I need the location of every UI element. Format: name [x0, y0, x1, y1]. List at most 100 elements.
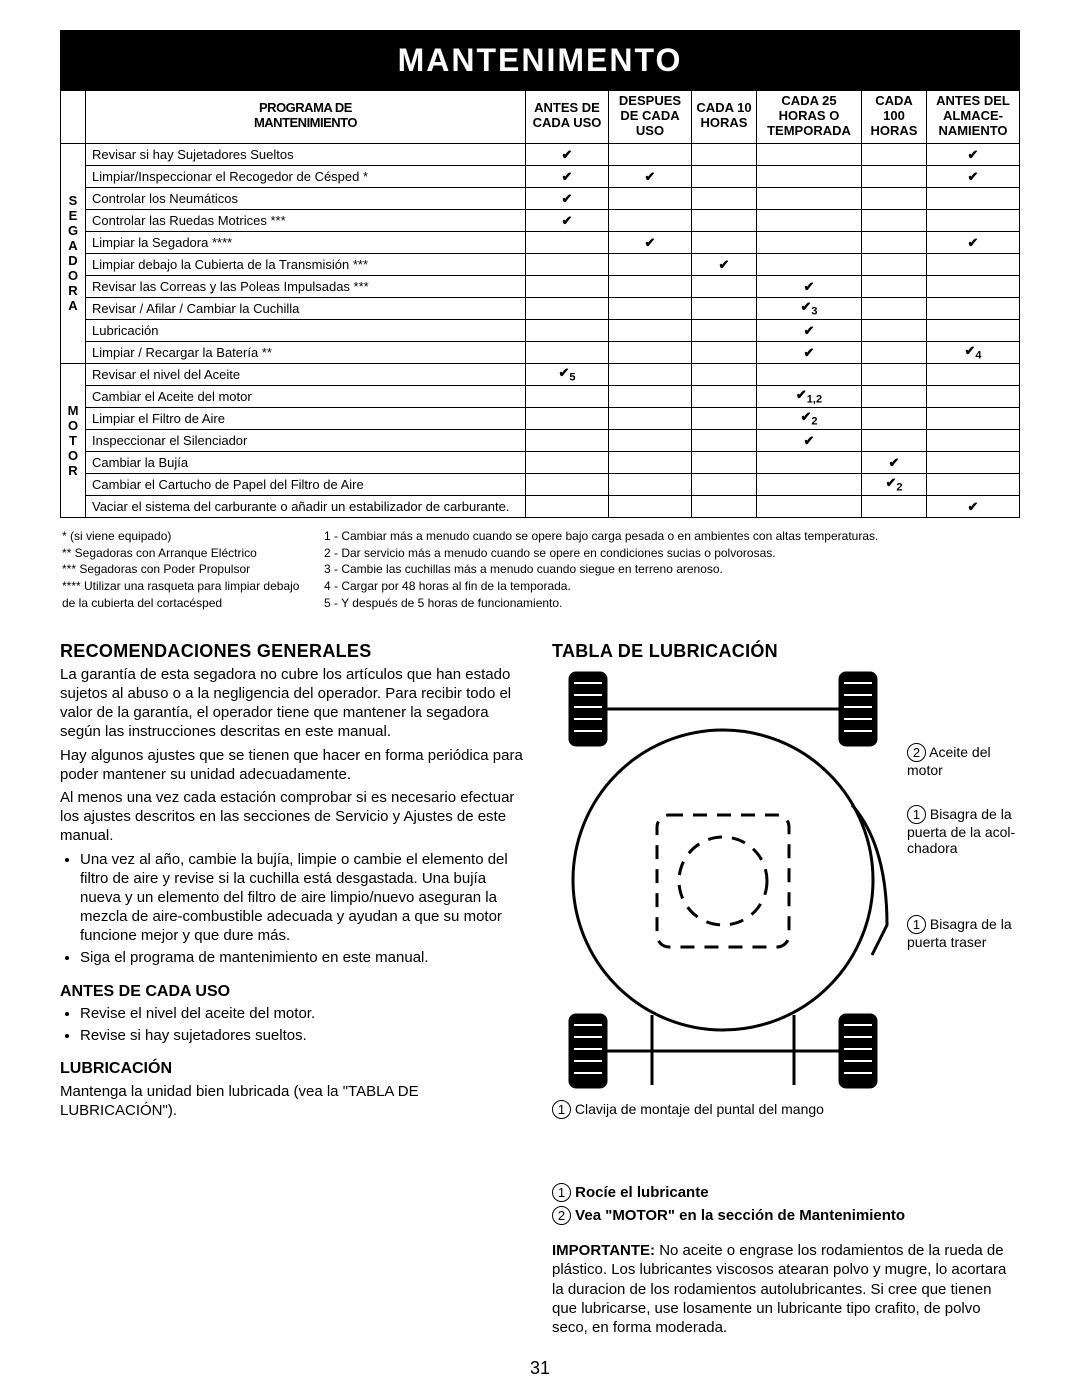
check-cell: ✔2	[862, 473, 927, 495]
check-cell: ✔2	[757, 407, 862, 429]
noteL3: **** Utilizar una rasqueta para limpiar …	[62, 578, 312, 612]
check-cell: ✔4	[927, 341, 1020, 363]
table-row: Lubricación	[86, 319, 526, 341]
check-cell	[862, 495, 927, 517]
check-cell	[609, 429, 692, 451]
table-row: Inspeccionar el Silenciador	[86, 429, 526, 451]
check-cell	[862, 429, 927, 451]
check-cell	[862, 341, 927, 363]
p1: La garantía de esta segadora no cubre lo…	[60, 665, 528, 742]
check-cell: ✔	[757, 319, 862, 341]
side-label-segadora: SEGADORA	[61, 143, 86, 363]
check-cell	[526, 297, 609, 319]
table-row: Controlar las Ruedas Motrices ***	[86, 209, 526, 231]
program-title-1: PROGRAMA DE	[259, 100, 352, 115]
check-cell	[609, 473, 692, 495]
lbl-clav: Clavija de montaje del puntal del mango	[575, 1101, 824, 1117]
h-recom: RECOMENDACIONES GENERALES	[60, 640, 528, 663]
check-cell	[526, 319, 609, 341]
check-cell	[927, 429, 1020, 451]
check-cell	[927, 407, 1020, 429]
check-cell	[526, 341, 609, 363]
check-cell	[609, 495, 692, 517]
maintenance-schedule-table: PROGRAMA DE MANTENIMIENTO ANTES DE CADA …	[60, 89, 1020, 518]
col-h1: DESPUES DE CADA USO	[609, 90, 692, 144]
check-cell	[757, 143, 862, 165]
check-cell	[757, 473, 862, 495]
check-cell: ✔	[927, 165, 1020, 187]
noteR3: 4 - Cargar por 48 horas al fin de la tem…	[324, 578, 878, 595]
check-cell: ✔	[862, 451, 927, 473]
side-label-motor: MOTOR	[61, 363, 86, 517]
check-cell: ✔	[927, 495, 1020, 517]
table-row: Revisar las Correas y las Poleas Impulsa…	[86, 275, 526, 297]
table-row: Controlar los Neumáticos	[86, 187, 526, 209]
program-title-2: MANTENIMIENTO	[254, 115, 357, 130]
check-cell	[609, 143, 692, 165]
a1: Revise el nivel del aceite del motor.	[80, 1004, 528, 1023]
check-cell	[526, 385, 609, 407]
col-h3: CADA 25 HORAS O TEMPORADA	[757, 90, 862, 144]
noteR4: 5 - Y después de 5 horas de funcionamien…	[324, 595, 878, 612]
mower-diagram-icon	[552, 665, 912, 1095]
check-cell	[927, 187, 1020, 209]
check-cell	[609, 319, 692, 341]
table-row: Cambiar el Aceite del motor	[86, 385, 526, 407]
check-cell	[692, 363, 757, 385]
check-cell	[862, 187, 927, 209]
check-cell	[927, 275, 1020, 297]
noteR2: 3 - Cambie las cuchillas más a menudo cu…	[324, 561, 878, 578]
check-cell	[862, 209, 927, 231]
check-cell	[862, 165, 927, 187]
check-cell	[526, 231, 609, 253]
check-cell	[609, 385, 692, 407]
check-cell	[862, 143, 927, 165]
footnotes: * (si viene equipado) ** Segadoras con A…	[60, 526, 890, 614]
check-cell	[927, 451, 1020, 473]
check-cell: ✔	[526, 187, 609, 209]
col-h4: CADA 100 HORAS	[862, 90, 927, 144]
a2: Revise si hay sujetadores sueltos.	[80, 1026, 528, 1045]
check-cell	[526, 495, 609, 517]
check-cell	[526, 429, 609, 451]
table-row: Limpiar debajo la Cubierta de la Transmi…	[86, 253, 526, 275]
check-cell	[692, 297, 757, 319]
page-banner: MANTENIMENTO	[60, 30, 1020, 91]
check-cell: ✔3	[757, 297, 862, 319]
check-cell	[927, 209, 1020, 231]
table-row: Vaciar el sistema del carburante o añadi…	[86, 495, 526, 517]
table-row: Limpiar / Recargar la Batería **	[86, 341, 526, 363]
check-cell: ✔	[692, 253, 757, 275]
check-cell: ✔	[757, 275, 862, 297]
check-cell	[609, 187, 692, 209]
leg2: Vea "MOTOR" en la sección de Mantenimien…	[575, 1207, 905, 1224]
check-cell: ✔5	[526, 363, 609, 385]
check-cell	[862, 253, 927, 275]
check-cell	[927, 319, 1020, 341]
table-row: Revisar / Afilar / Cambiar la Cuchilla	[86, 297, 526, 319]
table-row: Limpiar la Segadora ****	[86, 231, 526, 253]
check-cell	[862, 319, 927, 341]
check-cell	[757, 231, 862, 253]
check-cell: ✔1,2	[757, 385, 862, 407]
check-cell	[692, 319, 757, 341]
col-h2: CADA 10 HORAS	[692, 90, 757, 144]
table-row: Revisar el nivel del Aceite	[86, 363, 526, 385]
check-cell	[692, 473, 757, 495]
check-cell: ✔	[526, 165, 609, 187]
check-cell	[862, 275, 927, 297]
noteL2: *** Segadoras con Poder Propulsor	[62, 561, 312, 578]
check-cell	[757, 451, 862, 473]
noteL1: ** Segadoras con Arranque Eléctrico	[62, 545, 312, 562]
check-cell	[692, 429, 757, 451]
check-cell	[692, 165, 757, 187]
b2: Siga el programa de mantenimiento en est…	[80, 948, 528, 967]
check-cell	[927, 473, 1020, 495]
check-cell: ✔	[526, 209, 609, 231]
check-cell	[692, 451, 757, 473]
h-lub: LUBRICACIÓN	[60, 1059, 528, 1079]
check-cell	[692, 275, 757, 297]
check-cell	[609, 209, 692, 231]
check-cell	[526, 275, 609, 297]
noteR1: 2 - Dar servicio más a menudo cuando se …	[324, 545, 878, 562]
